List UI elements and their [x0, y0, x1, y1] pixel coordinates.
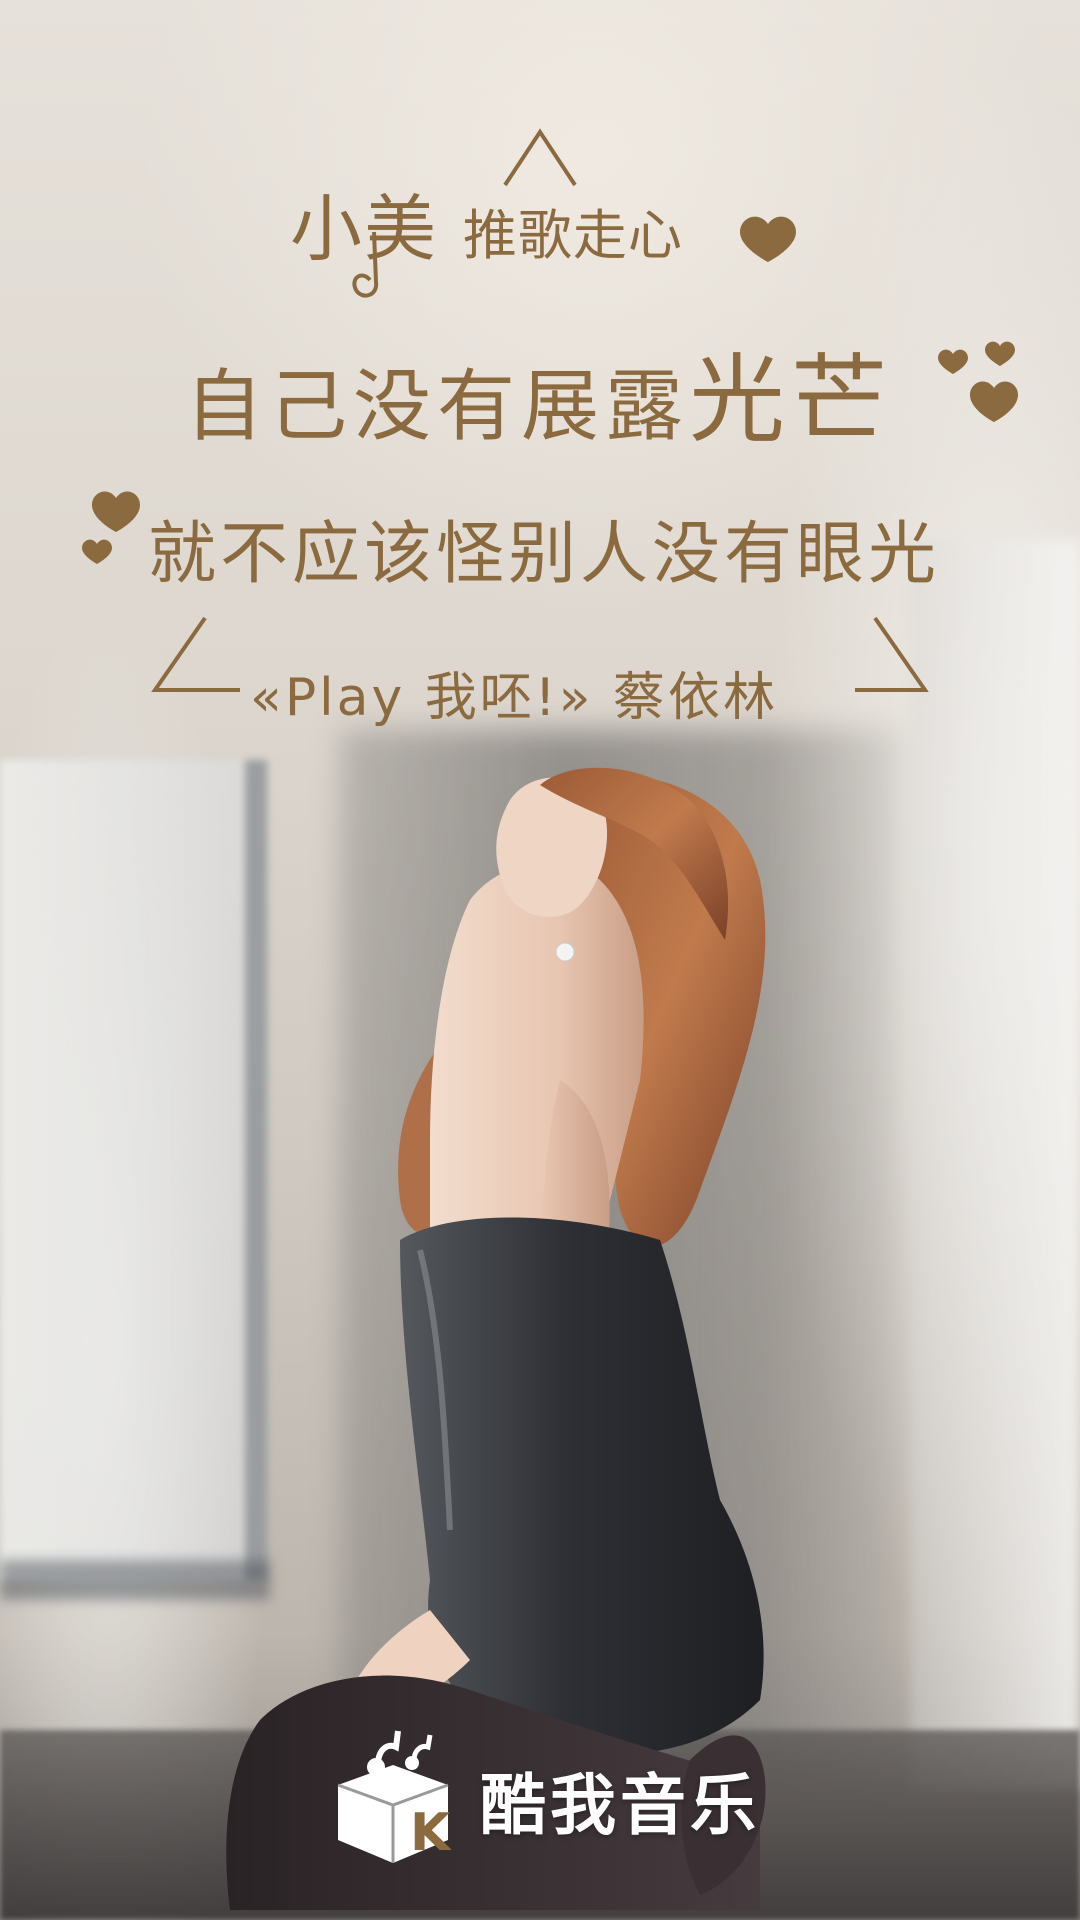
quote-line-2-main: 自己没有展露: [185, 362, 689, 452]
bracket-right-decoration: [855, 618, 925, 690]
artist-name: 蔡依林: [613, 668, 778, 728]
quote-block: 小美 推歌走心 自己没有展露光芒 就不应该怪别人没有眼光 «Play 我呸!» …: [0, 0, 1080, 760]
heart-icon: [740, 217, 796, 262]
heart-icon: [938, 350, 968, 374]
heart-icon: [985, 342, 1015, 366]
song-credit: «Play 我呸!» 蔡依林: [250, 655, 778, 730]
bracket-left-decoration: [155, 618, 240, 690]
quote-line-2: 自己没有展露光芒: [185, 322, 893, 461]
quote-line-2-emphasis: 光芒: [689, 344, 893, 456]
quote-line-1-tagline: 推歌走心: [463, 204, 683, 267]
song-title: «Play 我呸!»: [250, 668, 593, 728]
kuwo-music-logo-icon: K: [318, 1725, 468, 1875]
heart-icon: [970, 382, 1018, 422]
quote-line-1-name: 小美: [290, 187, 438, 271]
heart-icon: [82, 540, 112, 564]
heart-icon: [92, 492, 140, 532]
brand-watermark: K 酷我音乐: [318, 1725, 778, 1875]
svg-text:K: K: [410, 1803, 452, 1863]
neck-shoulder: [430, 863, 644, 1240]
quote-line-3: 就不应该怪别人没有眼光: [148, 498, 940, 597]
brand-name: 酷我音乐: [480, 1752, 760, 1848]
quote-line-1: 小美 推歌走心: [290, 170, 683, 275]
earring: [556, 943, 574, 961]
